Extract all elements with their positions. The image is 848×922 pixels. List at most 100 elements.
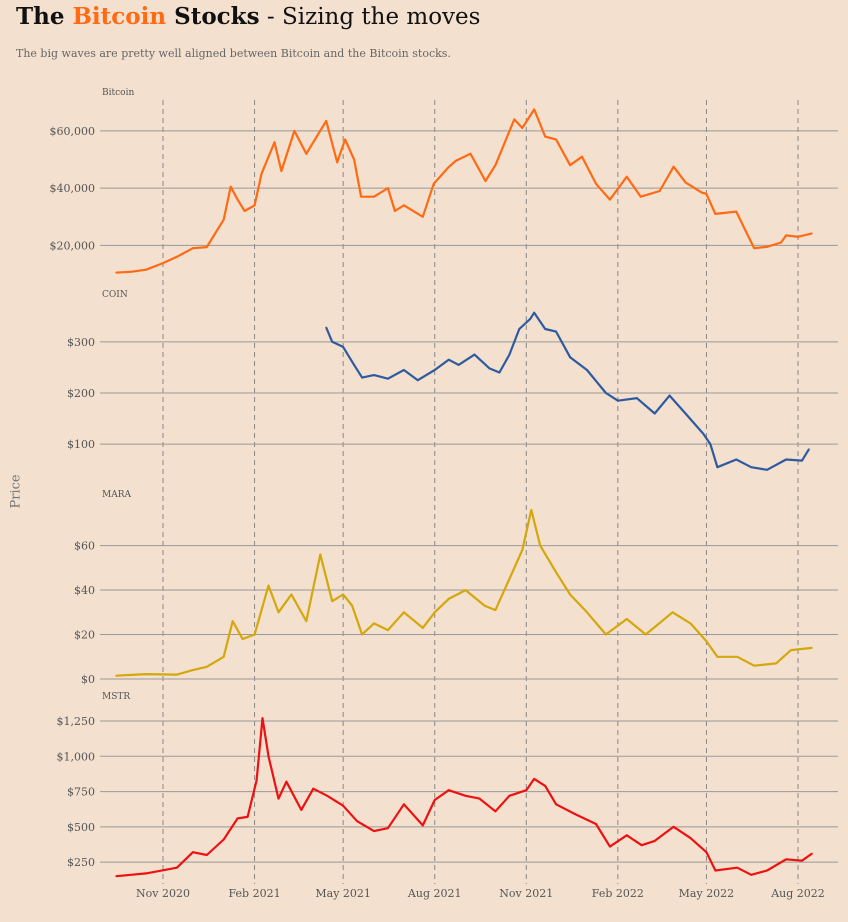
data-point <box>785 858 787 861</box>
x-tick-label: May 2021 <box>315 887 371 900</box>
data-point <box>494 609 497 611</box>
data-point <box>454 160 457 162</box>
data-point <box>533 778 536 780</box>
data-point <box>569 164 571 167</box>
data-point <box>312 787 315 790</box>
data-point <box>508 353 511 356</box>
data-point <box>790 649 792 651</box>
data-point <box>498 371 501 374</box>
data-point <box>342 593 344 596</box>
y-tick-label: $40,000 <box>50 182 96 195</box>
data-point <box>811 647 813 649</box>
data-point <box>653 412 656 415</box>
data-point <box>222 838 225 841</box>
data-point <box>373 374 375 376</box>
data-point <box>280 170 283 172</box>
x-tick-label: Nov 2020 <box>136 887 190 900</box>
y-tick-label: $0 <box>81 673 95 686</box>
data-point <box>714 869 717 872</box>
panel-label: MSTR <box>102 692 130 702</box>
y-tick-label: $60,000 <box>50 125 96 138</box>
data-point <box>716 655 719 658</box>
data-point <box>709 443 712 446</box>
data-point <box>736 655 739 658</box>
data-point <box>331 340 334 343</box>
title-part-2: Bitcoin <box>72 3 167 30</box>
data-point <box>229 185 232 188</box>
data-point <box>361 633 363 636</box>
y-tick-label: $300 <box>67 336 95 349</box>
title-part-4: - Sizing the moves <box>259 4 481 30</box>
data-point <box>530 509 533 511</box>
data-point <box>290 593 293 596</box>
title-part-1: The <box>16 3 73 30</box>
data-point <box>705 640 708 643</box>
data-point <box>432 182 435 185</box>
x-tick-label: Aug 2022 <box>770 887 825 900</box>
data-point <box>205 665 208 668</box>
data-point <box>416 379 419 382</box>
data-point <box>300 809 303 811</box>
data-point <box>569 356 571 359</box>
series-line-bitcoin <box>116 108 813 274</box>
data-point <box>421 627 424 629</box>
data-point <box>403 369 405 371</box>
data-point <box>325 120 328 122</box>
data-point <box>305 152 308 155</box>
data-point <box>464 589 467 591</box>
data-point <box>403 611 405 614</box>
data-point <box>811 852 813 855</box>
data-point <box>336 161 339 164</box>
series-line-mara <box>116 508 813 677</box>
data-point <box>253 633 256 636</box>
data-point <box>344 138 346 141</box>
data-point <box>595 182 597 185</box>
data-point <box>521 549 524 551</box>
data-point <box>192 247 194 250</box>
y-tick-label: $20,000 <box>50 239 96 252</box>
data-point <box>625 175 628 178</box>
data-point <box>635 397 638 399</box>
data-point <box>605 392 607 394</box>
data-point <box>811 232 813 235</box>
data-point <box>555 138 557 141</box>
data-point <box>267 755 270 758</box>
data-point <box>808 448 810 451</box>
data-point <box>236 198 239 201</box>
data-point <box>205 246 208 249</box>
data-point <box>115 875 118 878</box>
data-point <box>145 872 148 875</box>
data-point <box>529 317 532 320</box>
data-point <box>305 620 308 623</box>
data-point <box>447 598 450 600</box>
y-tick-label: $250 <box>67 856 95 869</box>
data-point <box>705 851 708 854</box>
data-point <box>735 458 738 461</box>
data-point <box>342 804 344 807</box>
data-point <box>373 195 375 198</box>
data-point <box>801 459 803 462</box>
data-point <box>192 851 194 854</box>
data-point <box>672 825 675 828</box>
panel-label: COIN <box>102 290 128 300</box>
data-point <box>581 155 583 158</box>
data-point <box>639 195 642 198</box>
data-point <box>387 827 389 830</box>
data-point <box>273 141 276 144</box>
data-point <box>714 213 717 215</box>
data-point <box>574 813 576 815</box>
data-point <box>555 330 557 333</box>
y-tick-label: $60 <box>74 540 95 553</box>
chart-title: The Bitcoin Stocks - Sizing the moves <box>16 2 480 32</box>
data-point <box>447 789 450 792</box>
y-tick-label: $100 <box>67 438 95 451</box>
data-point <box>605 633 607 636</box>
data-point <box>555 571 557 574</box>
data-point <box>387 187 389 190</box>
y-tick-label: $1,250 <box>57 715 96 728</box>
data-point <box>326 794 329 797</box>
data-point <box>246 816 249 818</box>
data-point <box>176 255 178 258</box>
data-point <box>785 458 787 461</box>
data-point <box>508 794 511 797</box>
